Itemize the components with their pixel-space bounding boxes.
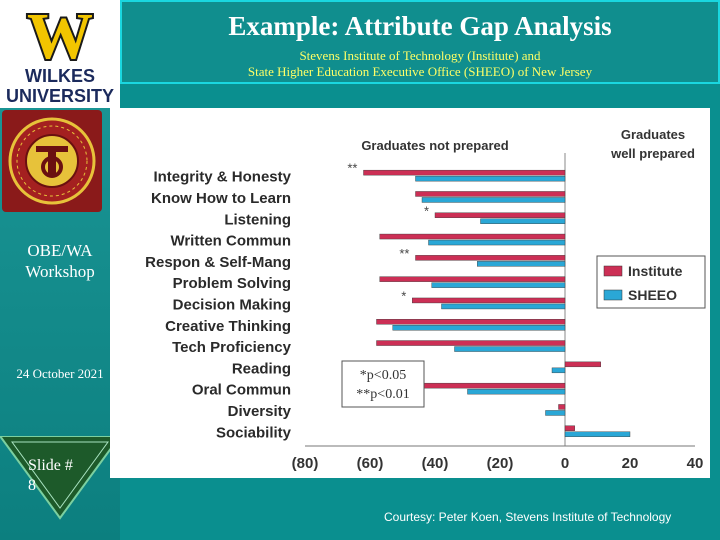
bar-institute	[376, 319, 566, 325]
bar-sheeo	[415, 175, 566, 182]
significance-notes-box	[341, 360, 425, 408]
legend-label-sheeo: SHEEO	[628, 287, 677, 303]
category-label: Know How to Learn	[151, 190, 291, 207]
category-label: Diversity	[228, 403, 292, 420]
header-banner: Example: Attribute Gap Analysis Stevens …	[120, 0, 720, 84]
bar-institute	[558, 404, 566, 410]
bar-sheeo	[421, 197, 566, 203]
wilkes-logo-mark: W WILKES UNIVERSITY	[6, 2, 114, 106]
sidebar: W WILKES UNIVERSITY OBE/WA Workshop 24 O…	[0, 0, 120, 540]
wilkes-logo: W WILKES UNIVERSITY	[0, 0, 120, 108]
bar-sheeo	[454, 346, 566, 352]
bar-sheeo	[431, 282, 566, 288]
significance-marker: **	[347, 161, 357, 176]
bar-sheeo	[564, 431, 631, 437]
category-label: Tech Proficiency	[172, 339, 292, 356]
category-label: Integrity & Honesty	[153, 169, 291, 186]
slide-triangle-icon	[0, 436, 120, 520]
x-tick-label: (40)	[422, 455, 449, 472]
significance-marker: *	[401, 288, 406, 303]
bar-institute	[376, 340, 566, 346]
bar-institute	[405, 382, 566, 389]
bar-institute	[564, 425, 575, 431]
category-label: Problem Solving	[173, 275, 291, 292]
bar-institute	[363, 169, 566, 176]
subtitle-line2: State Higher Education Executive Office …	[247, 64, 593, 79]
legend-swatch-institute	[603, 265, 623, 277]
x-tick-label: (80)	[292, 455, 319, 472]
bar-chart: Graduates not prepared Graduates well prep…	[110, 108, 710, 478]
bar-institute	[412, 297, 566, 304]
category-label: Oral Commun	[192, 382, 291, 399]
x-tick-label: 40	[687, 455, 704, 472]
chart-area: Graduates not prepared Graduates well prep…	[110, 108, 710, 478]
bar-sheeo	[467, 388, 566, 395]
significance-marker: *	[424, 203, 429, 218]
category-label: Sociability	[216, 424, 292, 441]
legend-swatch-sheeo	[603, 289, 623, 301]
slide-number-value: 8	[28, 477, 36, 494]
chart-title-right-line1: Graduates	[621, 127, 685, 142]
significance-marker: **	[399, 246, 409, 261]
courtesy-note: Courtesy: Peter Koen, Stevens Institute …	[384, 510, 672, 524]
bar-sheeo	[551, 367, 566, 374]
chart-title-left: Graduates not prepared	[361, 138, 508, 153]
category-label: Written Commun	[170, 233, 291, 250]
category-label: Listening	[224, 211, 291, 228]
logo-line1: WILKES	[25, 66, 95, 86]
significance-note: **p<0.01	[356, 387, 409, 402]
category-label: Respon & Self-Mang	[145, 254, 291, 271]
bar-institute	[415, 191, 566, 197]
legend-label-institute: Institute	[628, 263, 683, 279]
bar-sheeo	[545, 410, 566, 416]
bar-institute	[415, 255, 566, 261]
bar-sheeo	[428, 239, 566, 246]
x-tick-label: (20)	[487, 455, 514, 472]
page-title: Example: Attribute Gap Analysis	[228, 11, 612, 41]
slide-label-text: Slide #	[28, 457, 73, 474]
university-seal-icon	[2, 110, 102, 212]
workshop-line1: OBE/WA	[27, 241, 93, 260]
logo-letter: W	[27, 2, 93, 73]
category-label: Decision Making	[173, 296, 291, 313]
bar-institute	[564, 361, 601, 368]
x-tick-label: (60)	[357, 455, 384, 472]
bar-sheeo	[477, 261, 566, 267]
category-label: Creative Thinking	[165, 318, 291, 335]
bar-institute	[434, 212, 566, 218]
bar-sheeo	[392, 325, 566, 331]
bar-institute	[379, 276, 566, 282]
bar-institute	[379, 233, 566, 240]
bar-sheeo	[480, 218, 566, 224]
subtitle-line1: Stevens Institute of Technology (Institu…	[299, 48, 541, 63]
significance-note: *p<0.05	[360, 368, 406, 383]
chart-title-right-line2: well prepared	[610, 146, 695, 161]
logo-line2: UNIVERSITY	[6, 86, 114, 106]
workshop-label: OBE/WA Workshop	[0, 240, 120, 282]
workshop-line2: Workshop	[25, 262, 95, 281]
slide-number: Slide # 8	[28, 456, 98, 496]
bar-sheeo	[441, 303, 566, 310]
date-label: 24 October 2021	[16, 366, 104, 381]
category-label: Reading	[232, 360, 291, 377]
x-tick-label: 0	[561, 455, 569, 472]
x-tick-label: 20	[622, 455, 639, 472]
